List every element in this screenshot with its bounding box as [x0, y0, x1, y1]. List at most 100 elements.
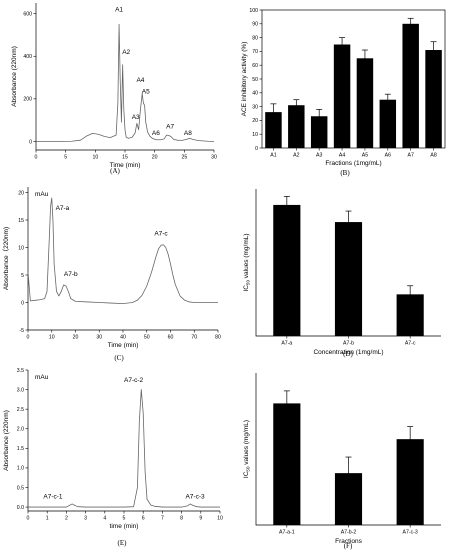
y-tick-label: 80 [252, 35, 258, 41]
series-line [36, 23, 215, 142]
y-tick-label: 600 [23, 11, 32, 17]
y-axis-label: IC50 values (mg/mL) [243, 420, 251, 478]
y-axis-label: Absorbance（220nm) [2, 227, 10, 290]
category-label: A3 [316, 153, 322, 159]
x-tick-label: 3 [84, 516, 87, 522]
bar-a7-b [334, 222, 363, 336]
x-tick-label: 40 [120, 335, 126, 341]
peak-label: A8 [184, 130, 192, 137]
series-line [28, 389, 220, 508]
unit-label: mAu [35, 374, 49, 381]
x-tick-label: 60 [168, 335, 174, 341]
peak-label: A4 [136, 77, 144, 84]
x-tick-label: 5 [64, 155, 67, 161]
peak-label: A3 [132, 114, 140, 121]
y-axis-label: Absorbance (220nm) [11, 46, 18, 107]
peak-label: A7-b [64, 271, 78, 278]
chart-e: 0 1 2 3 4 5 6 7 8 9 10 0.0 0.5 1.0 1.5 2.0 2.5 3.0 3.5 A7-c… [3, 368, 223, 547]
chart-b: 0 10 20 30 40 50 60 70 80 90 100 A1 A2 A3 A4 A5 A6 A7 A8 Fr… [241, 8, 446, 177]
x-tick-label: 7 [161, 516, 164, 522]
category-label: A6 [385, 153, 391, 159]
peak-label: A6 [152, 130, 160, 137]
bar-a4 [333, 44, 351, 148]
x-tick-label: 10 [217, 516, 223, 522]
y-tick-label: 100 [249, 8, 258, 14]
y-tick-label: 400 [23, 54, 32, 60]
x-axis-label: Concentration (1mg/mL) [313, 349, 383, 356]
x-tick-label: 0 [35, 155, 38, 161]
panel-label: (B) [340, 169, 350, 177]
x-axis-label: time (min) [110, 523, 139, 530]
y-tick-label: 2.0 [17, 427, 24, 433]
y-tick-label: 200 [23, 97, 32, 103]
x-tick-label: 80 [215, 335, 221, 341]
category-label: A7-c-3 [403, 530, 418, 536]
x-tick-label: 4 [103, 516, 106, 522]
axis-lines [255, 189, 441, 337]
peak-label: A7-c-3 [185, 493, 205, 500]
category-label: A7-a-1 [279, 530, 295, 536]
category-label: A7-a [281, 341, 292, 347]
y-axis-label: ACE inhibitory activity (%) [241, 42, 248, 117]
x-tick-label: 25 [181, 155, 187, 161]
x-tick-label: 0 [27, 516, 30, 522]
category-label: A8 [430, 153, 436, 159]
y-tick-label: 0.5 [17, 485, 24, 491]
x-tick-label: 50 [144, 335, 150, 341]
y-tick-label: 10 [18, 245, 24, 251]
panel-label: (E) [118, 539, 128, 547]
category-label: A1 [270, 153, 276, 159]
y-tick-label: 30 [252, 104, 258, 110]
x-axis-label: Fractions [335, 538, 362, 545]
series-line [27, 197, 218, 304]
peak-label: A7 [166, 124, 174, 131]
panel-label: (A) [110, 167, 120, 175]
bar-a5 [356, 58, 374, 148]
bar-a7 [402, 23, 419, 148]
y-tick-label: 1.5 [17, 446, 24, 452]
axis-lines [255, 373, 441, 526]
y-tick-label: 60 [252, 63, 258, 69]
x-tick-label: 8 [180, 516, 183, 522]
chart-f: A7-a-1 A7-b-2 A7-c-3 Fractions IC50 values (… [243, 373, 441, 550]
x-tick-label: 30 [211, 155, 217, 161]
bar-a7-a-1 [273, 403, 301, 525]
x-tick-label: 6 [142, 516, 145, 522]
bar-a6 [379, 99, 397, 148]
x-tick-label: 20 [152, 155, 158, 161]
peak-label: A1 [115, 7, 123, 14]
y-tick-label: 10 [252, 132, 258, 138]
peak-label: A5 [142, 89, 150, 96]
bar-a2 [288, 105, 305, 148]
y-tick-label: 20 [252, 118, 258, 124]
x-tick-label: 0 [27, 335, 30, 341]
bar-a1 [265, 112, 282, 148]
category-label: A2 [293, 153, 299, 159]
y-tick-label: 90 [252, 22, 258, 28]
chart-a: 0 5 10 15 20 25 30 0 200 400 600 A1 A2 A3 A4 A5 A6 A7 A8 Ti… [11, 3, 217, 175]
x-tick-label: 20 [73, 335, 79, 341]
y-axis-label: Absorbance (220nm) [3, 410, 10, 471]
chart-d: A7-a A7-b A7-c Concentration (1mg/mL) IC50 v… [243, 189, 441, 358]
y-tick-label: 0 [21, 300, 24, 306]
bar-a3 [310, 116, 328, 148]
x-axis-label: Fractions (1mg/mL) [325, 160, 381, 167]
peak-label: A7-c [154, 230, 168, 237]
y-tick-label: -5 [19, 328, 24, 334]
unit-label: mAu [35, 191, 49, 198]
panel-label: (D) [343, 350, 353, 358]
category-label: A7 [408, 153, 414, 159]
x-tick-label: 10 [92, 155, 98, 161]
x-tick-label: 30 [96, 335, 102, 341]
peak-label: A7-c-1 [43, 493, 63, 500]
panel-label: (C) [114, 354, 124, 362]
x-tick-label: 2 [65, 516, 68, 522]
panel-label: (F) [344, 542, 353, 550]
y-tick-label: 0.0 [17, 505, 24, 511]
bar-a7-a [273, 204, 301, 336]
x-tick-label: 10 [49, 335, 55, 341]
chart-c: 0 10 20 30 40 50 60 70 80-505101520A7-aA7-bA7-cm… [2, 187, 221, 362]
x-axis-label: Time (min) [110, 162, 141, 169]
